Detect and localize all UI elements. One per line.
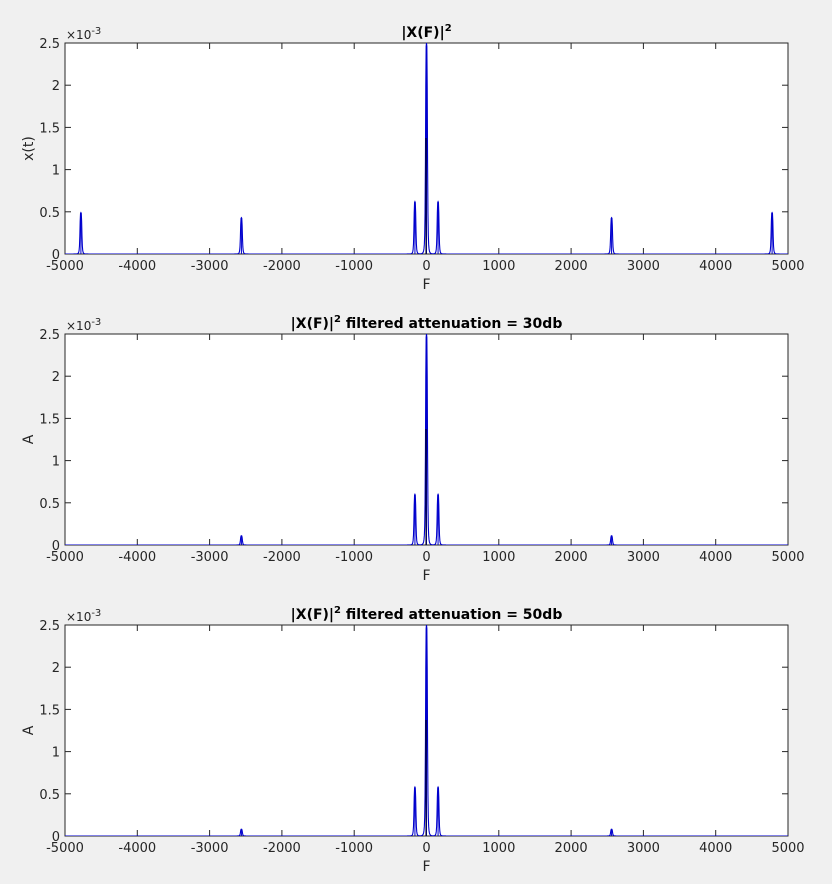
x-tick-label: 2000 xyxy=(555,259,588,274)
x-tick-label: 0 xyxy=(422,259,430,274)
chart-title-main: |X(F)| xyxy=(291,316,334,332)
y-tick-label: 1 xyxy=(52,164,60,179)
y-exponent-base: ×10 xyxy=(66,319,91,333)
y-axis-label: A xyxy=(21,434,37,444)
x-tick-label: -5000 xyxy=(46,841,84,856)
x-tick-label: 0 xyxy=(422,841,430,856)
x-tick-label: -1000 xyxy=(335,550,373,565)
chart-title: |X(F)|2 filtered attenuation = 30db xyxy=(291,314,563,332)
y-exponent-power: -3 xyxy=(91,26,101,37)
x-tick-label: -3000 xyxy=(191,259,229,274)
x-tick-label: 5000 xyxy=(771,259,804,274)
x-tick-label: 1000 xyxy=(482,259,515,274)
y-tick-label: 0.5 xyxy=(39,497,60,512)
y-tick-label: 0 xyxy=(52,830,60,845)
y-tick-label: 1 xyxy=(52,455,60,470)
x-tick-label: -2000 xyxy=(263,841,301,856)
chart-panel-2: -5000 -4000 -3000 -2000 -1000 0 1000 2000 3000 40… xyxy=(21,314,805,584)
x-tick-label: 1000 xyxy=(482,550,515,565)
chart-title: |X(F)|2 xyxy=(401,23,451,41)
y-exponent-power: -3 xyxy=(91,608,101,619)
y-tick-label: 2 xyxy=(52,661,60,676)
y-axis-exponent: ×10-3 xyxy=(66,317,101,333)
x-axis-label: F xyxy=(422,277,430,293)
y-axis-exponent: ×10-3 xyxy=(66,26,101,42)
chart-title-superscript: 2 xyxy=(334,605,341,616)
chart-title-superscript: 2 xyxy=(334,314,341,325)
chart-title-main: |X(F)| xyxy=(291,607,334,623)
chart-title-main: |X(F)| xyxy=(401,25,444,41)
y-tick-label: 1.5 xyxy=(39,703,60,718)
x-axis-label: F xyxy=(422,568,430,584)
x-tick-label: 2000 xyxy=(555,841,588,856)
x-tick-label: 4000 xyxy=(699,259,732,274)
x-tick-label: 5000 xyxy=(771,550,804,565)
y-exponent-power: -3 xyxy=(91,317,101,328)
x-tick-label: -2000 xyxy=(263,550,301,565)
x-tick-label: 3000 xyxy=(627,259,660,274)
x-tick-label: -3000 xyxy=(191,841,229,856)
y-tick-label: 0.5 xyxy=(39,206,60,221)
chart-panel-1: -5000 -4000 -3000 -2000 -1000 0 1000 2000 3000 40… xyxy=(21,23,805,293)
x-tick-label: -4000 xyxy=(118,841,156,856)
x-axis-label: F xyxy=(422,859,430,875)
x-tick-label: 1000 xyxy=(482,841,515,856)
x-tick-label: 0 xyxy=(422,550,430,565)
y-exponent-base: ×10 xyxy=(66,610,91,624)
chart-title-superscript: 2 xyxy=(445,23,452,34)
x-tick-label: 4000 xyxy=(699,841,732,856)
y-tick-label: 2 xyxy=(52,370,60,385)
x-tick-label: 4000 xyxy=(699,550,732,565)
y-tick-label: 1.5 xyxy=(39,412,60,427)
chart-title-rest: filtered attenuation = 50db xyxy=(341,607,562,623)
y-tick-label: 2 xyxy=(52,79,60,94)
x-tick-label: -5000 xyxy=(46,550,84,565)
x-tick-label: -2000 xyxy=(263,259,301,274)
y-tick-label: 1 xyxy=(52,746,60,761)
x-tick-label: -4000 xyxy=(118,550,156,565)
y-tick-label: 2.5 xyxy=(39,37,60,52)
x-tick-label: 3000 xyxy=(627,550,660,565)
x-tick-label: 3000 xyxy=(627,841,660,856)
x-tick-label: -4000 xyxy=(118,259,156,274)
y-tick-label: 2.5 xyxy=(39,619,60,634)
x-tick-label: 2000 xyxy=(555,550,588,565)
x-tick-label: -3000 xyxy=(191,550,229,565)
y-tick-label: 0.5 xyxy=(39,788,60,803)
y-tick-label: 0 xyxy=(52,539,60,554)
x-tick-label: -5000 xyxy=(46,259,84,274)
chart-title: |X(F)|2 filtered attenuation = 50db xyxy=(291,605,563,623)
y-axis-exponent: ×10-3 xyxy=(66,608,101,624)
x-tick-label: 5000 xyxy=(771,841,804,856)
x-tick-label: -1000 xyxy=(335,841,373,856)
y-axis-label: A xyxy=(21,725,37,735)
y-tick-label: 2.5 xyxy=(39,328,60,343)
chart-title-rest: filtered attenuation = 30db xyxy=(341,316,562,332)
x-tick-label: -1000 xyxy=(335,259,373,274)
y-exponent-base: ×10 xyxy=(66,28,91,42)
y-tick-label: 1.5 xyxy=(39,121,60,136)
chart-panel-3: -5000 -4000 -3000 -2000 -1000 0 1000 2000 3000 40… xyxy=(21,605,805,875)
y-tick-label: 0 xyxy=(52,248,60,263)
y-axis-label: x(t) xyxy=(21,136,37,161)
